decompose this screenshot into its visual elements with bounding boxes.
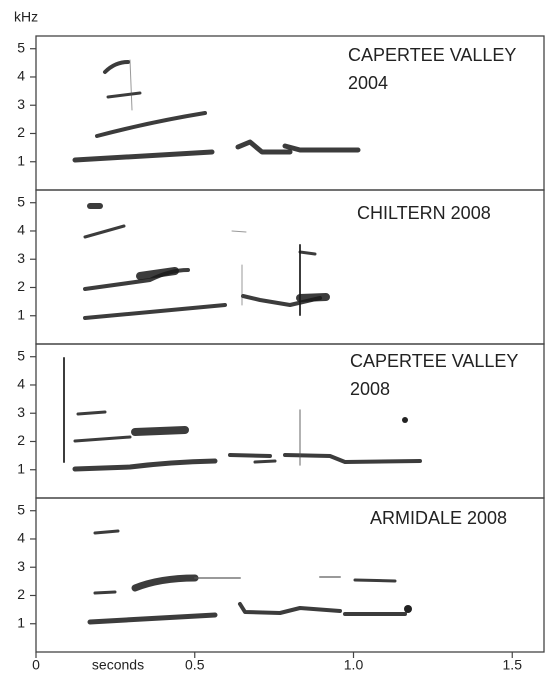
panel-frame: [35, 497, 545, 653]
y-tick-label: 1: [17, 460, 25, 476]
y-tick-label: 5: [17, 347, 25, 363]
y-tick-label: 2: [17, 586, 25, 602]
y-tick-label: 4: [17, 68, 25, 84]
panel-title: CAPERTEE VALLEY: [348, 45, 516, 65]
y-tick-label: 4: [17, 376, 25, 392]
y-tick-label: 5: [17, 39, 25, 55]
x-tick-label: 1.0: [344, 657, 364, 673]
x-axis-label: seconds: [92, 657, 144, 673]
y-tick-label: 1: [17, 152, 25, 168]
y-tick-label: 1: [17, 306, 25, 322]
y-tick-label: 3: [17, 250, 25, 266]
y-tick-label: 4: [17, 222, 25, 238]
y-tick-label: 4: [17, 530, 25, 546]
y-tick-label: 5: [17, 193, 25, 209]
y-tick-label: 1: [17, 614, 25, 630]
y-axis-label: kHz: [14, 9, 38, 25]
y-tick-label: 2: [17, 278, 25, 294]
panel-title: CAPERTEE VALLEY: [350, 351, 518, 371]
y-tick-label: 2: [17, 124, 25, 140]
y-tick-label: 3: [17, 404, 25, 420]
panel-title: 2008: [350, 379, 390, 399]
y-tick-label: 2: [17, 432, 25, 448]
y-tick-label: 3: [17, 96, 25, 112]
x-tick-label: 0.5: [185, 657, 205, 673]
x-tick-label: 1.5: [503, 657, 523, 673]
panel-title: CHILTERN 2008: [357, 203, 491, 223]
y-tick-label: 3: [17, 558, 25, 574]
panel-title: ARMIDALE 2008: [370, 508, 507, 528]
spectrogram-traces: [63, 59, 422, 625]
y-tick-label: 5: [17, 501, 25, 517]
panel-title: 2004: [348, 73, 388, 93]
x-tick-label: 0: [32, 657, 40, 673]
